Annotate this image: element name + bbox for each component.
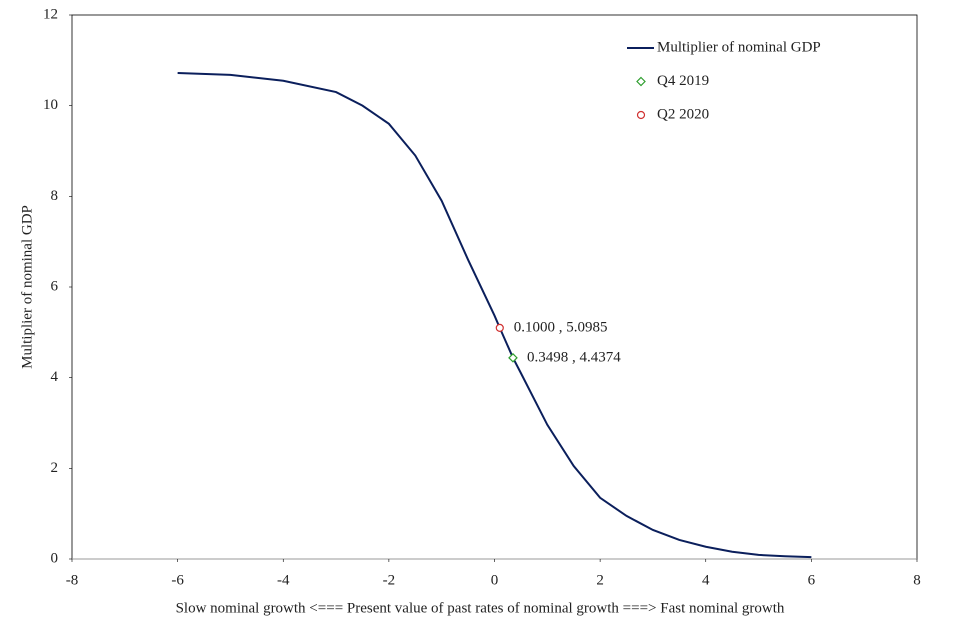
x-tick-label: -2 <box>383 572 396 588</box>
x-tick-label: -4 <box>277 572 290 588</box>
y-tick-label: 12 <box>43 6 58 22</box>
x-tick-label: -8 <box>66 572 79 588</box>
y-tick-label: 8 <box>51 188 59 204</box>
y-tick-label: 10 <box>43 97 58 113</box>
x-tick-label: 0 <box>491 572 499 588</box>
legend-label: Q2 2020 <box>657 106 709 122</box>
legend-label: Multiplier of nominal GDP <box>657 39 821 55</box>
point-label: 0.1000 , 5.0985 <box>514 319 608 335</box>
x-tick-label: 8 <box>913 572 921 588</box>
x-tick-label: 6 <box>808 572 816 588</box>
legend-marker <box>636 76 646 87</box>
diamond-marker <box>508 352 518 363</box>
y-tick-label: 6 <box>51 278 59 294</box>
x-tick-label: 4 <box>702 572 710 588</box>
y-axis-label: Multiplier of nominal GDP <box>19 205 35 369</box>
y-tick-label: 0 <box>51 550 59 566</box>
line-series <box>177 72 812 559</box>
circle-marker <box>495 323 504 332</box>
legend-marker <box>636 110 646 120</box>
plot-frame <box>71 14 918 560</box>
x-tick-label: 2 <box>596 572 604 588</box>
legend-label: Q4 2019 <box>657 73 709 89</box>
x-axis-label: Slow nominal growth <=== Present value o… <box>176 600 785 616</box>
point-label: 0.3498 , 4.4374 <box>527 349 621 365</box>
x-tick-label: -6 <box>171 572 184 588</box>
y-tick-label: 2 <box>51 460 59 476</box>
y-tick-label: 4 <box>51 369 59 385</box>
